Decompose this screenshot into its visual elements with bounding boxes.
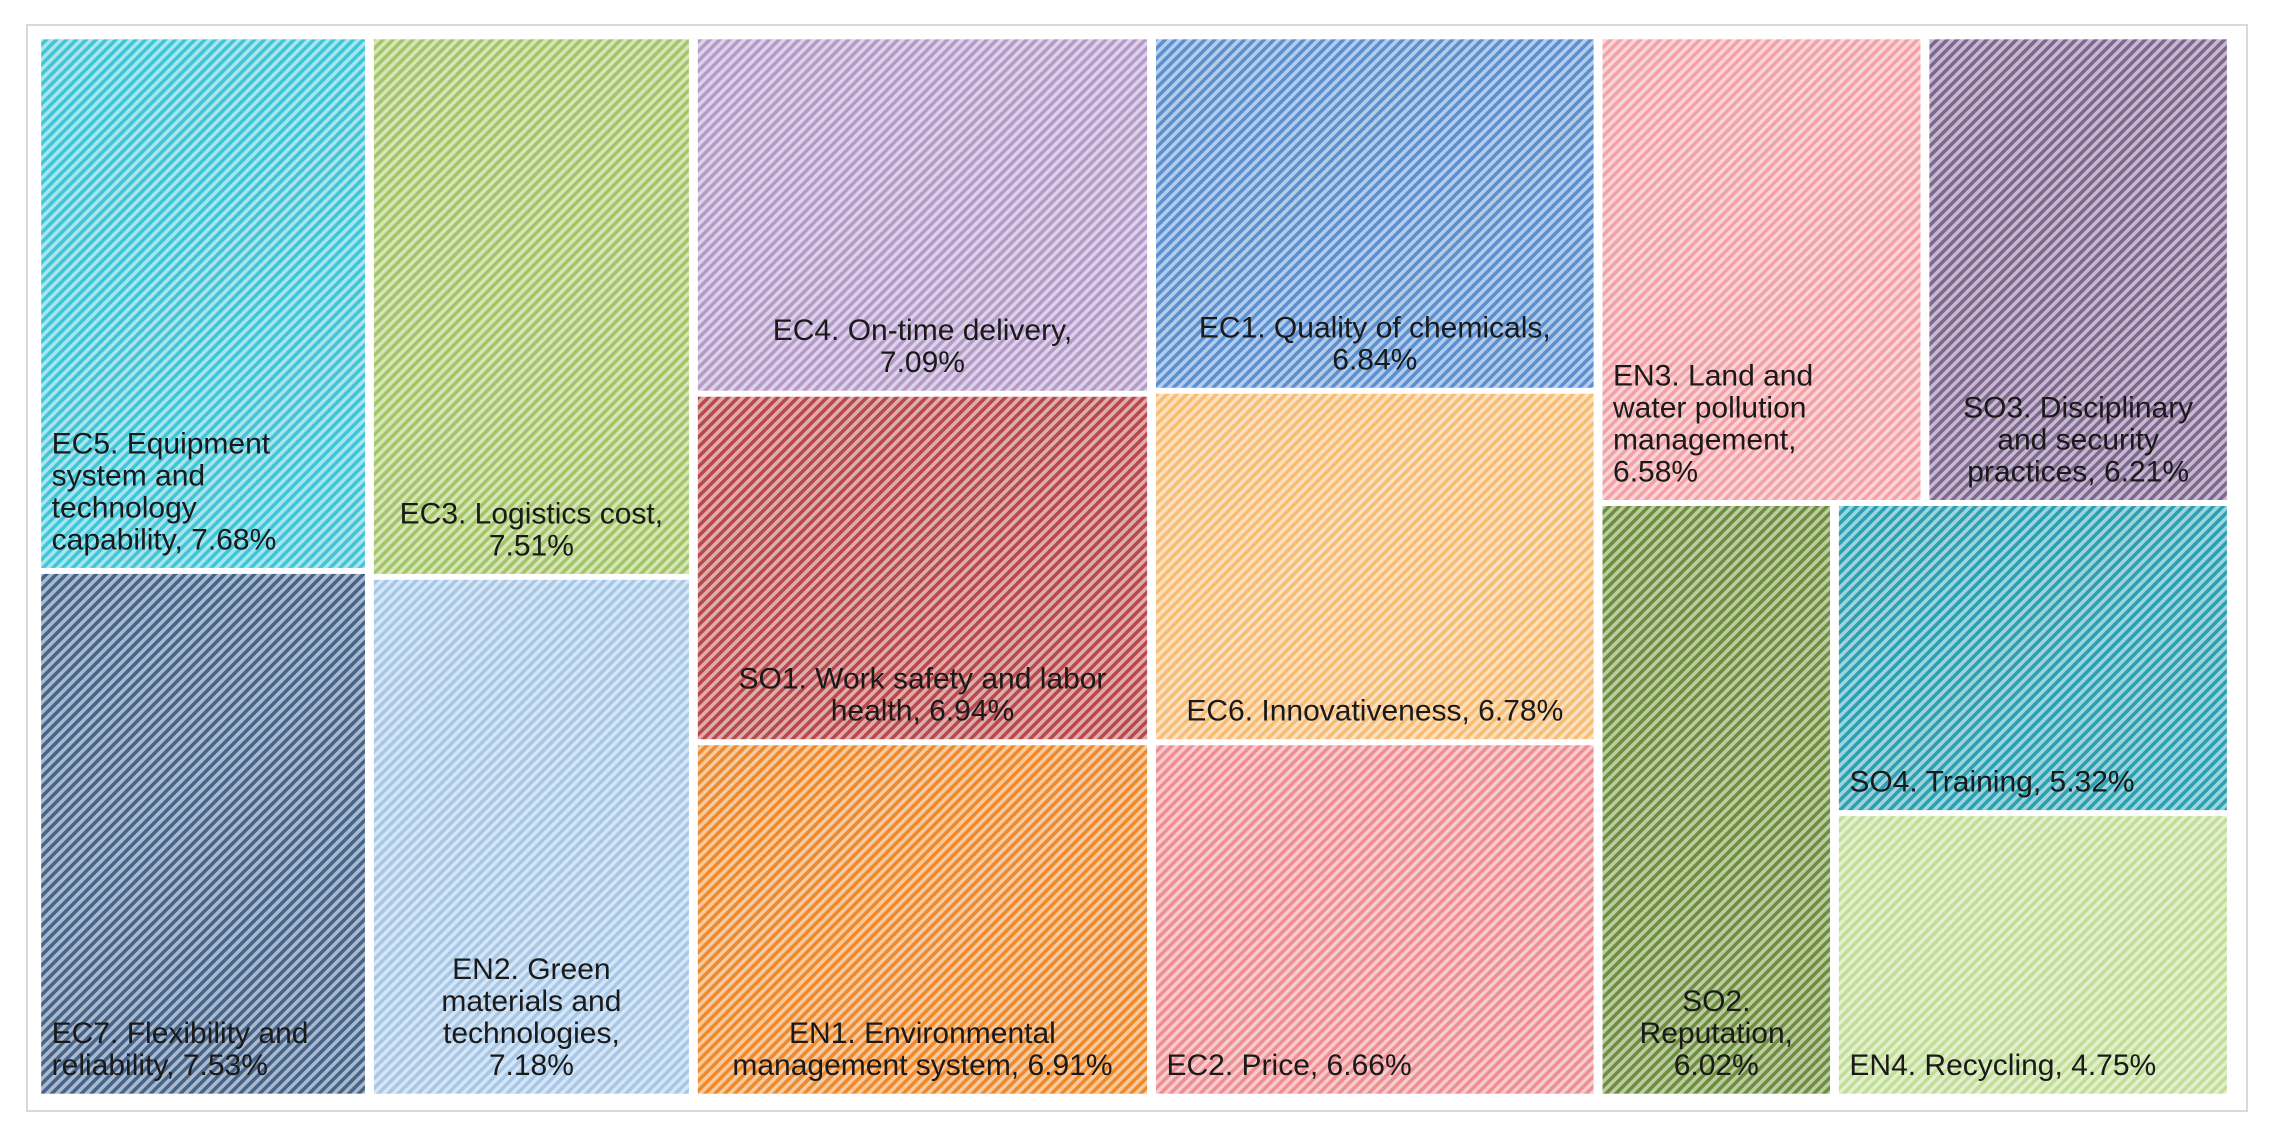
tile-rect-en1 <box>694 742 1151 1097</box>
tile-label-ec3-line-2: 7.51% <box>489 529 574 562</box>
tile-label-ec5-line-3: technology <box>52 491 197 524</box>
tile-label-en3-line-3: management, <box>1613 423 1796 456</box>
tile-so4: SO4. Training, 5.32% <box>1835 502 2230 814</box>
tile-label-en3-line-2: water pollution <box>1612 391 1806 424</box>
tile-label-so4-line-1: SO4. Training, 5.32% <box>1849 766 2134 799</box>
tile-label-ec1-line-2: 6.84% <box>1332 343 1417 376</box>
tile-label-so2-line-1: SO2. <box>1682 985 1750 1018</box>
tile-label-so3-line-2: and security <box>1997 423 2159 456</box>
tile-label-ec3-line-1: EC3. Logistics cost, <box>400 497 663 530</box>
tile-label-en2-line-1: EN2. Green <box>452 953 610 986</box>
tile-rect-so3 <box>1926 36 2230 503</box>
tile-label-en3-line-1: EN3. Land and <box>1613 359 1813 392</box>
tile-label-ec7-line-2: reliability, 7.53% <box>52 1049 268 1082</box>
tile-rect-so2 <box>1599 502 1834 1097</box>
tile-rect-en4 <box>1835 813 2230 1097</box>
tile-label-ec5-line-2: system and <box>52 459 205 492</box>
tile-label-ec5-line-4: capability, 7.68% <box>52 523 277 556</box>
tile-label-ec4-line-1: EC4. On-time delivery, <box>773 314 1073 347</box>
tile-label-ec5-line-1: EC5. Equipment <box>52 427 271 460</box>
tile-label-ec1-line-1: EC1. Quality of chemicals, <box>1199 311 1551 344</box>
tile-rect-en3 <box>1599 36 1924 503</box>
tile-label-so1-line-1: SO1. Work safety and labor <box>738 663 1106 696</box>
tile-label-en4-line-1: EN4. Recycling, 4.75% <box>1849 1049 2156 1082</box>
tile-ec3: EC3. Logistics cost,7.51% <box>370 36 692 577</box>
tile-label-ec6-line-1: EC6. Innovativeness, 6.78% <box>1186 695 1563 728</box>
tile-en4: EN4. Recycling, 4.75% <box>1835 813 2230 1097</box>
tile-label-so3-line-1: SO3. Disciplinary <box>1963 391 2193 424</box>
tile-rect-ec3 <box>370 36 692 577</box>
tile-ec6: EC6. Innovativeness, 6.78% <box>1153 390 1597 743</box>
tile-label-ec2-line-1: EC2. Price, 6.66% <box>1167 1049 1412 1082</box>
tile-label-ec7-line-1: EC7. Flexibility and <box>52 1017 309 1050</box>
tile-label-ec4-line-2: 7.09% <box>880 346 965 379</box>
chart-frame: EC5. Equipment system and technology capabi… <box>26 24 2248 1112</box>
tile-rect-ec1 <box>1153 36 1597 391</box>
tile-rect-ec5 <box>38 36 368 571</box>
tile-label-so2-line-2: Reputation, <box>1640 1017 1793 1050</box>
tile-ec2: EC2. Price, 6.66% <box>1153 742 1597 1097</box>
tile-rect-en2 <box>370 576 692 1097</box>
tile-label-en2-line-3: technologies, <box>443 1017 620 1050</box>
tile-label-so2-line-3: 6.02% <box>1674 1049 1759 1082</box>
tile-label-en2-line-2: materials and <box>441 985 621 1018</box>
tile-ec4: EC4. On-time delivery,7.09% <box>694 36 1151 394</box>
tile-label-en3-line-4: 6.58% <box>1613 455 1698 488</box>
tile-rect-ec2 <box>1153 742 1597 1097</box>
tile-rect-ec7 <box>38 570 368 1097</box>
tile-rect-so4 <box>1835 502 2230 814</box>
tile-ec1: EC1. Quality of chemicals,6.84% <box>1153 36 1597 391</box>
tile-rect-so1 <box>694 393 1151 743</box>
tile-label-so1-line-2: health, 6.94% <box>831 695 1014 728</box>
tile-label-en1-line-2: management system, 6.91% <box>732 1049 1112 1082</box>
tile-label-so3-line-3: practices, 6.21% <box>1967 455 2189 488</box>
tile-label-en1-line-1: EN1. Environmental <box>789 1017 1056 1050</box>
tile-rect-ec6 <box>1153 390 1597 743</box>
tile-rect-ec4 <box>694 36 1151 394</box>
tile-label-en2-line-4: 7.18% <box>489 1049 574 1082</box>
tile-so2: SO2.Reputation,6.02% <box>1599 502 1834 1097</box>
